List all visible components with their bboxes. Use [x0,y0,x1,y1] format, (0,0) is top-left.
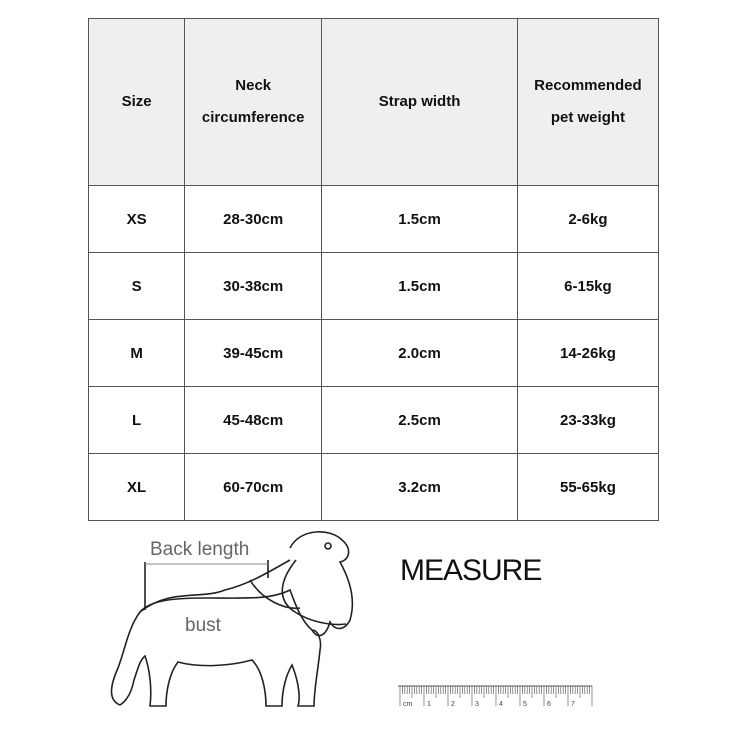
dog-drawing [110,531,354,707]
measure-title: MEASURE [400,554,541,587]
size-table: Size Neck circumference Strap width Recommen… [87,18,660,521]
table-cell: 60-70cm [184,453,323,521]
table-row: XL 60-70cm 3.2cm 55-65kg [87,453,660,521]
header-text: Size [121,93,152,110]
table-cell: 30-38cm [184,252,323,320]
table-cell: 6-15kg [516,252,660,320]
ruler-label: 7 [571,701,575,708]
header-text: Strap width [378,93,461,110]
header-text: circumference [201,109,305,126]
table-cell: 28-30cm [184,185,323,253]
ruler-label: 5 [523,701,527,708]
header-cell: Size [87,18,186,186]
table-cell: 3.2cm [321,453,518,521]
table-cell: 23-33kg [516,386,660,454]
ruler: cm 1 2 3 4 5 6 7 [398,685,593,708]
table-cell: 14-26kg [516,319,660,387]
header-cell: Neck circumference [184,18,323,186]
table-row: L 45-48cm 2.5cm 23-33kg [87,386,660,454]
table-row: XS 28-30cm 1.5cm 2-6kg [87,185,660,253]
table-cell: 2-6kg [516,185,660,253]
header-cell: Strap width [321,18,518,186]
table-cell: 45-48cm [184,386,323,454]
ruler-label: 6 [547,701,551,708]
bust-label: bust [185,615,222,636]
table-cell: 55-65kg [516,453,660,521]
header-cell: Recommended pet weight [516,18,660,186]
header-text: Recommended [534,77,642,94]
back-length-label: Back length [150,539,249,560]
table-cell: XL [87,453,186,521]
table-cell: 39-45cm [184,319,323,387]
ruler-label: 3 [475,701,479,708]
table-cell: 2.5cm [321,386,518,454]
table-cell: XS [87,185,186,253]
header-text: Neck [235,77,272,94]
ruler-label: cm [403,701,413,708]
table-row: S 30-38cm 1.5cm 6-15kg [87,252,660,320]
header-row: Size Neck circumference Strap width Recommen… [87,18,660,186]
table-row: M 39-45cm 2.0cm 14-26kg [87,319,660,387]
ruler-label: 4 [499,701,503,708]
ruler-label: 1 [427,701,431,708]
table-cell: 2.0cm [321,319,518,387]
table-cell: M [87,319,186,387]
ruler-label: 2 [451,701,455,708]
header-text: pet weight [550,109,626,126]
